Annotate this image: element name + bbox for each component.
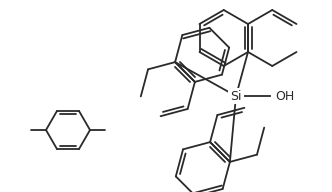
- Text: Si: Si: [230, 89, 242, 103]
- Text: OH: OH: [275, 89, 294, 103]
